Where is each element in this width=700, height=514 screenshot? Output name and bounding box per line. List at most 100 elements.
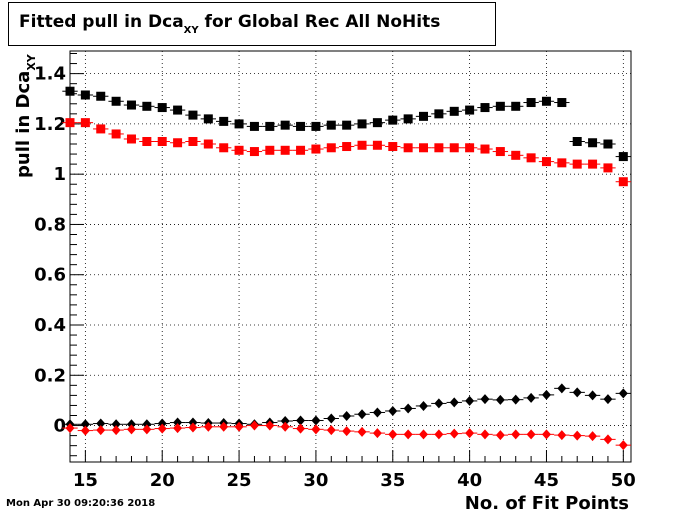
- data-point: [495, 430, 505, 441]
- data-point: [526, 153, 536, 163]
- data-point: [142, 419, 152, 430]
- x-tick-label: 40: [457, 470, 482, 491]
- data-point: [572, 387, 582, 398]
- data-point: [234, 119, 244, 129]
- data-point: [388, 142, 398, 152]
- data-point: [65, 423, 75, 434]
- data-point: [511, 101, 521, 111]
- data-point: [388, 115, 398, 125]
- timestamp: Mon Apr 30 09:20:36 2018: [6, 498, 156, 509]
- y-tick-label: 0.2: [34, 365, 66, 386]
- data-point: [480, 429, 490, 440]
- data-point: [372, 407, 382, 418]
- data-point: [557, 158, 567, 168]
- data-point: [126, 100, 136, 110]
- data-point: [388, 405, 398, 416]
- data-point: [526, 98, 536, 108]
- data-point: [419, 143, 429, 153]
- data-point: [157, 418, 167, 429]
- data-point: [603, 163, 613, 173]
- data-point: [342, 410, 352, 421]
- data-point: [249, 121, 259, 131]
- data-point: [465, 143, 475, 153]
- x-tick-label: 45: [534, 470, 559, 491]
- x-axis-label: No. of Fit Points: [465, 493, 629, 514]
- data-point: [265, 121, 275, 131]
- data-point: [480, 144, 490, 154]
- data-point: [618, 440, 628, 451]
- data-point: [326, 120, 336, 130]
- plot-frame: [69, 50, 632, 463]
- title-subscript: XY: [183, 25, 199, 36]
- y-axis-label-sub: XY: [25, 53, 38, 70]
- series-1: [62, 86, 631, 162]
- data-point: [80, 419, 90, 430]
- data-point: [541, 389, 551, 400]
- axis-ticks: 15 20 25 30 35 40 45 50 0 0.2 0.4 0.6 0.8 1 1.2 1.4: [34, 53, 636, 491]
- data-point: [419, 429, 429, 440]
- data-point: [234, 421, 244, 432]
- data-point: [203, 139, 213, 149]
- data-point: [80, 425, 90, 436]
- data-point: [541, 157, 551, 167]
- data-point: [188, 417, 198, 428]
- data-point: [495, 101, 505, 111]
- data-point: [572, 430, 582, 441]
- data-point: [296, 415, 306, 426]
- data-point: [403, 143, 413, 153]
- x-tick-label: 20: [150, 470, 175, 491]
- data-point: [357, 119, 367, 129]
- data-point: [96, 418, 106, 429]
- data-point: [511, 394, 521, 405]
- x-tick-label: 25: [227, 470, 252, 491]
- data-point: [173, 423, 183, 434]
- data-point: [326, 143, 336, 153]
- data-point: [603, 139, 613, 149]
- data-point: [449, 428, 459, 439]
- data-point: [434, 143, 444, 153]
- data-point: [296, 121, 306, 131]
- data-point: [603, 394, 613, 405]
- data-point: [311, 424, 321, 435]
- data-point: [388, 429, 398, 440]
- y-tick-label: 0: [53, 416, 66, 437]
- data-point: [342, 120, 352, 130]
- data-point: [219, 421, 229, 432]
- data-point: [603, 434, 613, 445]
- data-point: [419, 400, 429, 411]
- title-main: Fitted pull in Dca: [19, 12, 184, 32]
- data-point: [173, 105, 183, 115]
- data-point: [311, 144, 321, 154]
- data-point: [403, 429, 413, 440]
- y-tick-label: 1.4: [34, 64, 66, 85]
- series-3: [62, 383, 631, 430]
- data-point: [357, 409, 367, 420]
- series-4: [62, 420, 631, 451]
- data-point: [495, 147, 505, 157]
- grid: [70, 51, 631, 462]
- data-point: [372, 428, 382, 439]
- y-tick-label: 0.6: [34, 265, 66, 286]
- data-point: [372, 140, 382, 150]
- title-box: Fitted pull in DcaXY for Global Rec All …: [8, 2, 496, 46]
- data-point: [219, 116, 229, 126]
- data-point: [311, 415, 321, 426]
- data-point: [265, 145, 275, 155]
- data-point: [96, 124, 106, 134]
- data-point: [588, 159, 598, 169]
- y-tick-label: 1: [53, 164, 66, 185]
- data-point: [126, 424, 136, 435]
- data-point: [495, 394, 505, 405]
- data-point: [526, 392, 536, 403]
- data-point: [465, 105, 475, 115]
- data-point: [111, 419, 121, 430]
- data-point: [219, 143, 229, 153]
- data-point: [296, 423, 306, 434]
- data-point: [511, 429, 521, 440]
- data-point: [280, 416, 290, 427]
- data-point: [326, 413, 336, 424]
- chart-title: Fitted pull in DcaXY for Global Rec All …: [19, 12, 440, 36]
- data-point: [249, 147, 259, 157]
- data-point: [403, 114, 413, 124]
